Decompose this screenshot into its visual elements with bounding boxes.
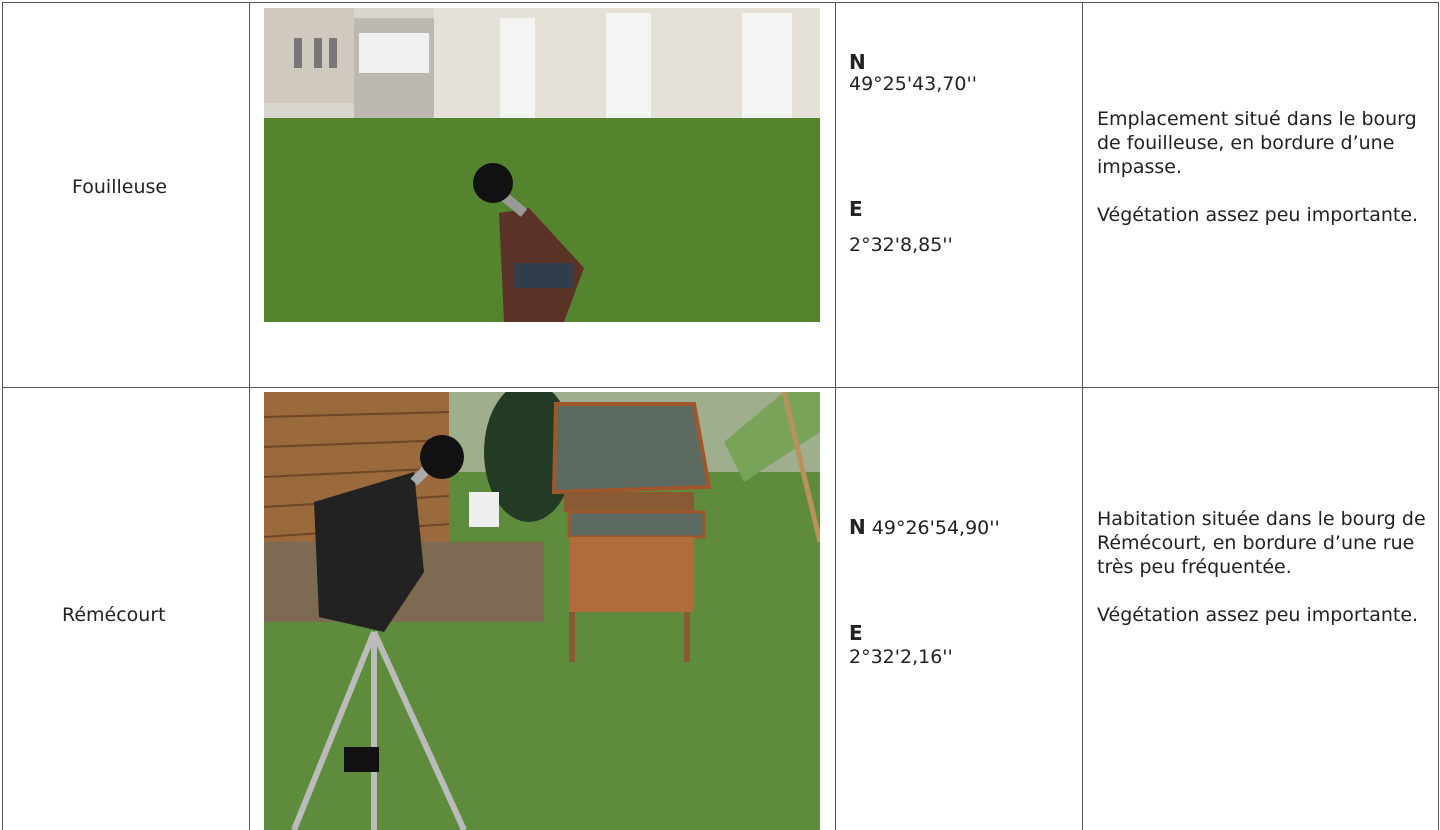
paragraph: Emplacement situé dans le bourg de fouil…	[1097, 107, 1435, 179]
coord-label: N	[849, 50, 866, 74]
description: Emplacement situé dans le bourg de fouil…	[1097, 107, 1435, 251]
border	[835, 2, 836, 830]
place: Rémécourt	[62, 603, 166, 627]
paragraph: Végétation assez peu importante.	[1097, 203, 1435, 227]
border	[2, 2, 3, 830]
border	[1438, 2, 1439, 830]
coord-label: N	[849, 515, 866, 539]
coord-value: 49°26'54,90''	[872, 517, 1000, 539]
coord-label: E	[849, 621, 863, 645]
coord-value: 49°25'43,70''	[849, 72, 977, 96]
border	[2, 387, 1439, 388]
paragraph: Végétation assez peu importante.	[1097, 603, 1435, 627]
coord-label: E	[849, 197, 863, 221]
coord-line: N 49°26'54,90''	[849, 515, 1000, 540]
border	[1082, 2, 1083, 830]
place: Fouilleuse	[72, 175, 167, 199]
photo	[264, 8, 820, 322]
border	[2, 2, 1439, 3]
photo	[264, 392, 820, 830]
border	[249, 2, 250, 830]
paragraph: Habitation située dans le bourg de Réméc…	[1097, 507, 1435, 579]
coord-value: 2°32'2,16''	[849, 645, 953, 669]
page: Fouilleuse N 49°25'43,70'' E 2°32'8,85''…	[0, 0, 1440, 830]
description: Habitation située dans le bourg de Réméc…	[1097, 507, 1435, 651]
coord-value: 2°32'8,85''	[849, 233, 953, 257]
